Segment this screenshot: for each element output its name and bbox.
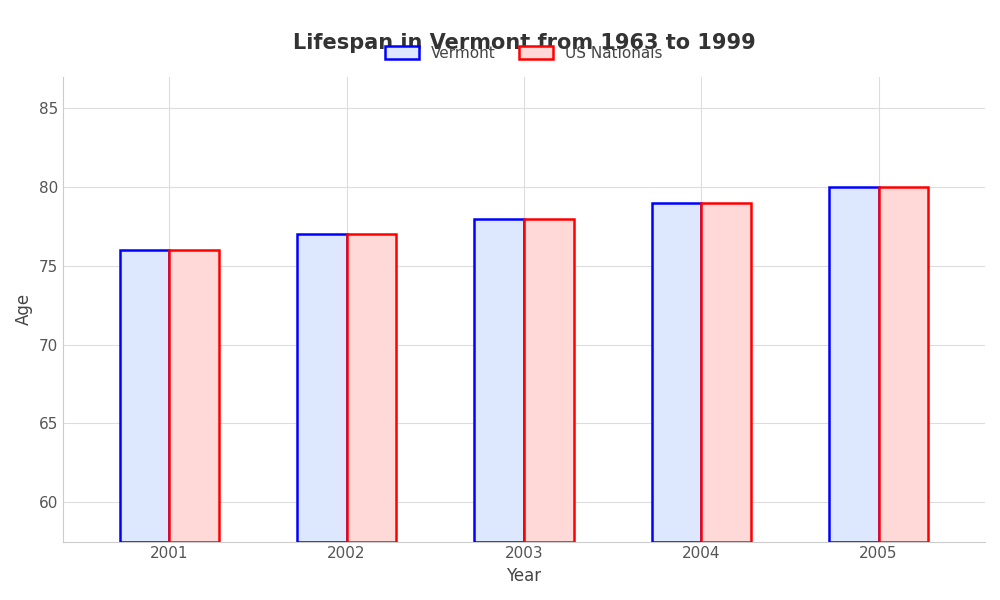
Bar: [701, 203, 751, 542]
Bar: [120, 250, 169, 542]
Bar: [474, 218, 524, 542]
Bar: [524, 218, 574, 542]
Title: Lifespan in Vermont from 1963 to 1999: Lifespan in Vermont from 1963 to 1999: [293, 33, 755, 53]
Legend: Vermont, US Nationals: Vermont, US Nationals: [378, 38, 670, 68]
Bar: [879, 187, 928, 542]
Bar: [169, 250, 219, 542]
Bar: [652, 203, 701, 542]
Bar: [297, 235, 347, 542]
Bar: [829, 187, 879, 542]
X-axis label: Year: Year: [506, 567, 541, 585]
Bar: [347, 235, 396, 542]
Y-axis label: Age: Age: [15, 293, 33, 325]
